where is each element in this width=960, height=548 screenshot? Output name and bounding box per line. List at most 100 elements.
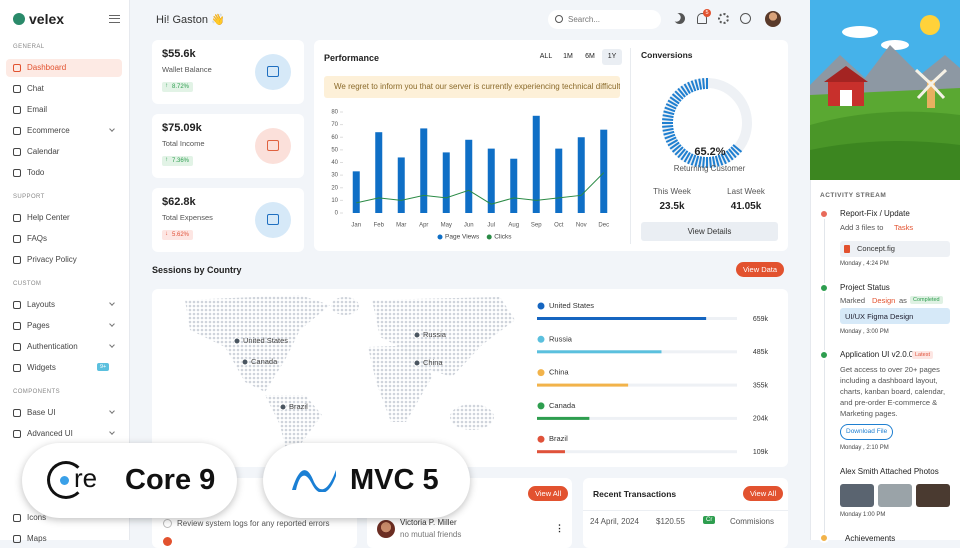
flag <box>537 302 545 310</box>
menu-item[interactable]: Ecommerce <box>27 126 70 135</box>
filter-button[interactable]: ALL <box>539 53 553 60</box>
file-chip: UI/UX Figma Design <box>840 308 950 324</box>
menu-item[interactable]: Advanced UI <box>27 429 73 438</box>
menu-icon <box>13 169 21 177</box>
y-tick-label: 30 <box>331 173 338 179</box>
activity-link[interactable]: Design <box>872 296 896 305</box>
menu-icon <box>13 64 21 72</box>
download-button[interactable]: Download File <box>840 424 894 440</box>
bar-track <box>537 383 737 387</box>
activity-text: Add 3 files to <box>840 223 884 232</box>
settings-icon[interactable] <box>718 13 729 24</box>
y-tick-label: 20 <box>331 185 338 191</box>
bell-icon[interactable] <box>697 13 707 24</box>
country-name: Brazil <box>549 434 568 443</box>
activity-time: Monday , 4:24 PM <box>840 261 889 267</box>
transaction-type: Cr <box>703 516 716 524</box>
gauge-tick <box>663 130 675 136</box>
trend-arrow: ↑ <box>165 83 168 89</box>
activity-link[interactable]: Tasks <box>894 223 914 232</box>
view-all-button[interactable]: View All <box>743 486 784 501</box>
status-badge: Latest <box>912 351 933 359</box>
stat-value: $75.09k <box>162 122 202 134</box>
stat-change: 8.72% ↑ <box>162 82 194 92</box>
stat-change: 7.36% ↑ <box>162 156 194 166</box>
menu-item[interactable]: Authentication <box>27 342 78 351</box>
menu-item[interactable]: Privacy Policy <box>27 255 77 264</box>
menu-item[interactable]: Email <box>27 105 48 114</box>
map-label: China <box>423 358 443 367</box>
mvc-label: MVC 5 <box>350 464 439 496</box>
gauge-tick <box>687 153 694 165</box>
gauge-tick <box>662 124 674 128</box>
activity-time: Monday 1:00 PM <box>840 512 886 518</box>
activity-title: Project Status <box>840 283 890 292</box>
file-icon <box>844 245 850 253</box>
filter-button[interactable]: 1Y <box>602 49 622 65</box>
map-label: Russia <box>423 330 447 339</box>
mvc-logo <box>292 470 336 492</box>
task-checkbox[interactable] <box>163 537 172 546</box>
country-name: Russia <box>549 334 573 343</box>
menu-item[interactable]: Todo <box>27 168 45 177</box>
gauge-tick <box>671 93 682 102</box>
clock-icon[interactable] <box>740 13 751 24</box>
stat-icon <box>255 54 291 90</box>
gauge-tick <box>708 156 712 168</box>
menu-item[interactable]: FAQs <box>27 234 48 243</box>
task-checkbox[interactable] <box>163 519 172 528</box>
gauge-tick <box>669 141 680 150</box>
task-text: Review system logs for any reported erro… <box>177 519 330 528</box>
menu-item[interactable]: Icons <box>27 513 47 522</box>
x-tick-label: Oct <box>554 223 564 229</box>
country-bar <box>537 383 629 387</box>
gauge-tick <box>732 144 743 153</box>
menu-item[interactable]: Dashboard <box>27 63 67 72</box>
menu-item[interactable]: Calendar <box>27 147 60 156</box>
core-logo-dot <box>60 476 69 485</box>
gauge-tick <box>702 156 706 168</box>
activity-time: Monday , 2:10 PM <box>840 445 889 451</box>
menu-icon <box>13 409 21 417</box>
line <box>356 172 605 205</box>
menu-item[interactable]: Maps <box>27 534 47 543</box>
menu-item[interactable]: Base UI <box>27 408 56 417</box>
y-tick-label: 80 <box>331 110 338 116</box>
section-title: CUSTOM <box>13 281 42 287</box>
gauge-tick <box>665 103 677 110</box>
menu-item[interactable]: Help Center <box>27 213 70 222</box>
menu-item[interactable]: Layouts <box>27 300 56 309</box>
menu-item[interactable]: Pages <box>27 321 50 330</box>
view-all-button[interactable]: View All <box>528 486 569 501</box>
this-week-label: This Week <box>653 187 691 196</box>
filter-button[interactable]: 6M <box>585 53 595 60</box>
gauge-value <box>662 78 743 168</box>
logo-icon <box>13 13 25 25</box>
menu-toggle[interactable] <box>109 15 120 23</box>
view-data-button[interactable]: View Data <box>736 262 785 277</box>
menu-item[interactable]: Chat <box>27 84 44 93</box>
search-box[interactable]: Search... <box>548 10 661 29</box>
activity-text: as <box>899 296 907 305</box>
gauge-tick <box>702 78 706 90</box>
activity-text: Marked <box>840 296 866 305</box>
file-name: Concept.fig <box>857 244 895 253</box>
menu-item[interactable]: Widgets <box>27 363 56 372</box>
filter-button[interactable]: 1M <box>563 53 573 60</box>
country-value: 109k <box>753 449 769 456</box>
country-bar <box>537 416 590 420</box>
mvc-badge: MVC 5 <box>263 443 470 518</box>
more-menu[interactable]: ⋮ <box>555 523 564 533</box>
gauge-tick <box>698 156 703 168</box>
map-pin <box>413 359 421 367</box>
bar <box>487 148 495 213</box>
view-details-button[interactable]: View Details <box>641 222 778 241</box>
gauge-tick <box>698 78 703 90</box>
bar <box>420 128 428 213</box>
map-label: United States <box>243 336 288 345</box>
gauge-tick <box>662 118 674 122</box>
avatar[interactable] <box>765 11 781 27</box>
gauge-tick <box>690 154 697 166</box>
activity-title: ACTIVITY STREAM <box>820 192 887 199</box>
country-value: 355k <box>753 382 769 389</box>
